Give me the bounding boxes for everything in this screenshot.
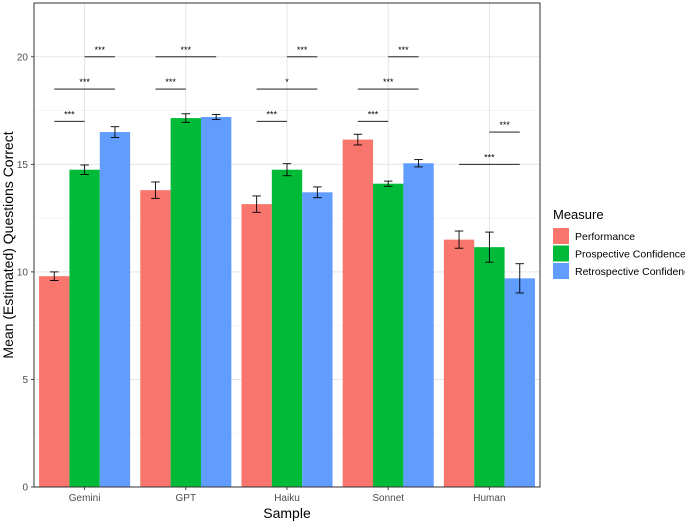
significance-bracket: *** bbox=[256, 109, 287, 122]
error-bar bbox=[353, 133, 363, 146]
significance-bracket: *** bbox=[155, 77, 186, 90]
bar bbox=[474, 247, 505, 487]
bar bbox=[69, 169, 100, 487]
legend-item: Prospective Confidence bbox=[553, 245, 685, 262]
error-bar bbox=[110, 126, 120, 138]
x-tick-label: Gemini bbox=[69, 493, 101, 504]
legend-swatch bbox=[553, 263, 569, 279]
legend-swatch bbox=[553, 245, 569, 262]
bar bbox=[170, 118, 201, 487]
significance-label: *** bbox=[368, 109, 379, 119]
y-axis: 0 5 10 15 20 bbox=[17, 52, 34, 494]
significance-label: *** bbox=[79, 77, 90, 87]
y-axis-title: Mean (Estimated) Questions Correct bbox=[0, 131, 16, 358]
error-bar bbox=[211, 113, 221, 121]
x-tick-label: Sonnet bbox=[372, 493, 404, 504]
error-bar bbox=[80, 164, 89, 175]
legend: Measure Performance Prospective Confidenc… bbox=[553, 207, 685, 279]
bar bbox=[241, 204, 272, 487]
y-tick-label: 10 bbox=[17, 267, 29, 278]
y-tick-label: 5 bbox=[22, 375, 28, 386]
x-tick-label: Human bbox=[473, 493, 505, 504]
significance-label: *** bbox=[398, 45, 409, 55]
y-tick-label: 20 bbox=[17, 52, 29, 63]
legend-swatch bbox=[553, 228, 569, 244]
error-bar bbox=[515, 263, 525, 294]
bar bbox=[271, 169, 303, 487]
error-bar bbox=[454, 230, 464, 249]
x-axis-title: Sample bbox=[263, 505, 311, 521]
error-bar bbox=[151, 181, 160, 199]
significance-bracket: *** bbox=[54, 109, 85, 122]
significance-bracket: *** bbox=[357, 77, 419, 90]
x-tick-label: GPT bbox=[176, 493, 197, 504]
significance-label: *** bbox=[499, 120, 510, 130]
error-bar bbox=[252, 195, 261, 213]
x-tick-label: Haiku bbox=[274, 493, 300, 504]
error-bar bbox=[49, 271, 59, 281]
bar bbox=[443, 239, 475, 487]
significance-bracket: *** bbox=[155, 45, 217, 58]
x-axis: Gemini GPT Haiku Sonnet Human bbox=[69, 487, 506, 504]
significance-label: *** bbox=[165, 77, 176, 87]
y-tick-label: 15 bbox=[17, 160, 29, 171]
legend-item: Performance bbox=[553, 228, 635, 244]
bar bbox=[403, 163, 434, 487]
bars-group bbox=[39, 117, 535, 488]
bar bbox=[302, 192, 333, 487]
significance-bracket: *** bbox=[84, 45, 115, 58]
significance-label: * bbox=[285, 77, 289, 87]
legend-title: Measure bbox=[553, 207, 604, 222]
legend-label: Performance bbox=[575, 231, 635, 243]
error-bars-group bbox=[49, 113, 525, 294]
significance-label: *** bbox=[484, 152, 495, 162]
significance-bracket: *** bbox=[54, 77, 115, 90]
error-bar bbox=[383, 180, 393, 187]
bar bbox=[342, 139, 374, 487]
bar bbox=[504, 278, 535, 487]
error-bar bbox=[313, 186, 322, 199]
significance-bracket: * bbox=[256, 77, 318, 90]
bar bbox=[373, 183, 404, 487]
significance-label: *** bbox=[267, 109, 278, 119]
legend-item: Retrospective Confidence bbox=[553, 263, 685, 279]
legend-label: Retrospective Confidence bbox=[575, 266, 685, 278]
significance-group: ************************************* bbox=[54, 45, 520, 165]
significance-bracket: *** bbox=[287, 45, 318, 58]
significance-label: *** bbox=[383, 77, 394, 87]
error-bar bbox=[181, 113, 191, 123]
legend-label: Prospective Confidence bbox=[575, 249, 685, 261]
significance-bracket: *** bbox=[459, 152, 520, 165]
bar bbox=[200, 117, 232, 488]
error-bar bbox=[414, 159, 423, 168]
significance-label: *** bbox=[181, 45, 192, 55]
y-tick-label: 0 bbox=[22, 483, 28, 494]
error-bar bbox=[485, 231, 494, 263]
significance-label: *** bbox=[95, 45, 106, 55]
bar bbox=[39, 276, 70, 487]
bar bbox=[99, 132, 131, 488]
significance-label: *** bbox=[297, 45, 308, 55]
significance-bracket: *** bbox=[489, 120, 520, 133]
significance-label: *** bbox=[64, 109, 75, 119]
significance-bracket: *** bbox=[388, 45, 419, 58]
bar bbox=[140, 190, 171, 487]
significance-bracket: *** bbox=[357, 109, 389, 122]
error-bar bbox=[282, 163, 292, 177]
